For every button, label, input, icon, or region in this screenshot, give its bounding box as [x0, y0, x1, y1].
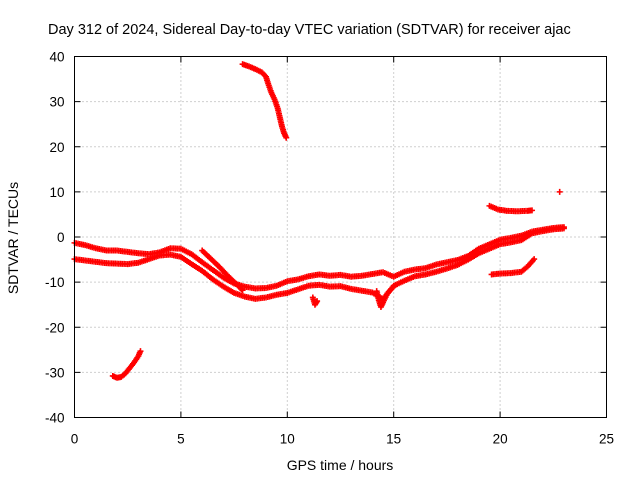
- series-spike-14: [373, 283, 397, 310]
- x-tick-label: 25: [599, 432, 614, 447]
- series-arc-20-upper: [486, 202, 536, 215]
- y-tick-label: 20: [49, 140, 64, 155]
- series-arc-20-lower: [488, 256, 538, 278]
- y-tick-label: -30: [45, 365, 65, 380]
- ticks-layer: 0 5 10 15 20 25 -40 -30 -20 -10 0 10 20 30 40: [45, 50, 614, 447]
- series-outlier: [556, 188, 563, 195]
- data-point: [137, 348, 144, 355]
- series-arc-high: [239, 61, 290, 141]
- data-point: [531, 256, 538, 263]
- y-tick-label: -40: [45, 411, 65, 426]
- data-point: [314, 298, 321, 305]
- x-tick-label: 10: [280, 432, 295, 447]
- data-point: [529, 207, 536, 214]
- y-tick-label: 30: [49, 95, 64, 110]
- data-point: [390, 283, 397, 290]
- y-tick-label: 10: [49, 185, 64, 200]
- x-tick-label: 5: [177, 432, 185, 447]
- y-tick-label: -20: [45, 320, 65, 335]
- series-spike-11: [309, 294, 321, 308]
- series-arc-low: [109, 348, 144, 381]
- data-point: [560, 225, 567, 232]
- data-point: [556, 188, 563, 195]
- data-points-layer: [71, 61, 567, 381]
- y-tick-label: 0: [57, 230, 65, 245]
- data-point: [283, 134, 290, 141]
- x-axis-label: GPS time / hours: [287, 457, 394, 473]
- x-tick-label: 0: [71, 432, 79, 447]
- x-tick-label: 20: [493, 432, 508, 447]
- data-point: [239, 287, 246, 294]
- y-tick-label: 40: [49, 50, 64, 65]
- chart-title: Day 312 of 2024, Sidereal Day-to-day VTE…: [48, 22, 571, 38]
- y-axis-label: SDTVAR / TECUs: [5, 182, 21, 294]
- x-tick-label: 15: [386, 432, 401, 447]
- grid-layer: [74, 56, 607, 418]
- series-band-lower: [71, 225, 567, 303]
- y-tick-label: -10: [45, 275, 65, 290]
- series-dip-branch: [199, 247, 246, 294]
